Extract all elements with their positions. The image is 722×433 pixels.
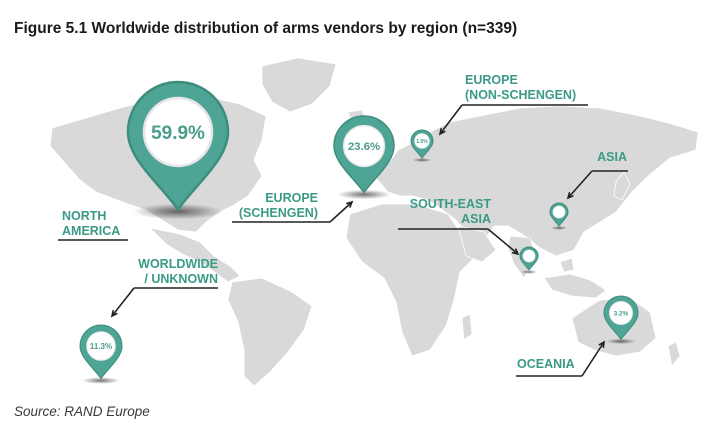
- map-pins: 59.9% 23.6% 11.3% 3.2% 1.5%: [79, 80, 639, 384]
- region-label-north-america: NORTH AMERICA: [62, 209, 120, 238]
- pin-europe-non-schengen: 1.5%: [410, 129, 434, 163]
- leader-europe-schengen: [232, 200, 354, 223]
- pin-oceania: 3.2%: [603, 295, 639, 345]
- pin-north-america: 59.9%: [126, 80, 230, 220]
- pin-value-worldwide-unknown: 11.3%: [90, 342, 112, 351]
- pin-asia: [549, 202, 569, 230]
- leader-worldwide-unknown: [110, 287, 218, 318]
- leader-south-east-asia: [398, 228, 520, 256]
- figure-source: Source: RAND Europe: [14, 404, 150, 419]
- figure-title: Figure 5.1 Worldwide distribution of arm…: [14, 20, 518, 37]
- pin-worldwide-unknown: 11.3%: [79, 324, 123, 384]
- leader-asia: [566, 170, 628, 200]
- region-label-europe-schengen: EUROPE (SCHENGEN): [239, 191, 318, 220]
- region-label-south-east-asia: SOUTH-EAST ASIA: [410, 197, 492, 226]
- pin-europe-schengen: 23.6%: [333, 115, 395, 200]
- pin-value-oceania: 3.2%: [614, 310, 629, 317]
- region-label-worldwide-unknown: WORLDWIDE / UNKNOWN: [138, 257, 218, 286]
- pin-south-east-asia: [519, 246, 539, 274]
- pin-value-europe-schengen: 23.6%: [348, 141, 380, 153]
- pin-value-europe-non-schengen: 1.5%: [416, 139, 428, 145]
- region-label-europe-non-schengen: EUROPE (NON-SCHENGEN): [465, 73, 576, 102]
- region-label-asia: ASIA: [597, 150, 627, 164]
- region-label-oceania: OCEANIA: [517, 357, 575, 371]
- leader-oceania: [516, 340, 605, 377]
- leader-europe-non-schengen: [438, 104, 588, 136]
- leader-lines: [58, 104, 628, 377]
- region-labels: NORTH AMERICA EUROPE (SCHENGEN) WORLDWIDE / U…: [62, 73, 627, 371]
- pin-value-north-america: 59.9%: [151, 123, 205, 144]
